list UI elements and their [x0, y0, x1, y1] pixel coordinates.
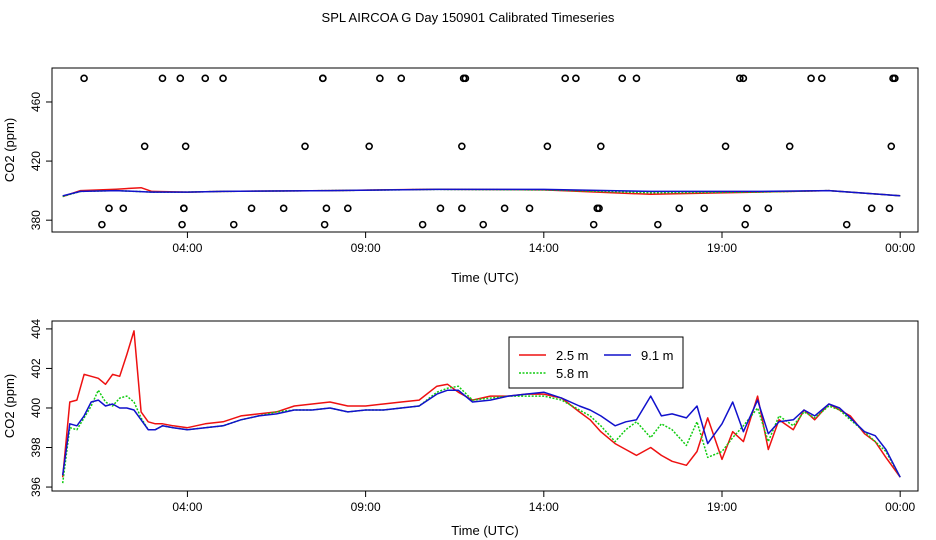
outlier-point — [595, 204, 603, 213]
outlier-point — [436, 204, 445, 213]
outlier-point — [105, 204, 113, 213]
outlier-point — [201, 74, 210, 83]
panel-top: 04:00 09:00 14:00 19:00 00:00 380 420 460 Time… — [2, 67, 919, 285]
outlier-point — [807, 74, 815, 83]
outlier-point — [376, 74, 384, 83]
top-x-axis: 04:00 09:00 14:00 19:00 00:00 — [172, 232, 916, 255]
y-tick-label: 398 — [29, 437, 43, 457]
legend-label-5-8m: 5.8 m — [556, 366, 589, 381]
outlier-point — [322, 204, 331, 213]
outlier-point — [785, 142, 794, 151]
legend-label-2-5m: 2.5 m — [556, 348, 589, 363]
x-tick-label: 04:00 — [172, 500, 202, 514]
x-tick-label: 14:00 — [529, 500, 559, 514]
outlier-point — [178, 220, 186, 229]
outlier-point — [764, 204, 773, 213]
legend-box — [508, 336, 684, 389]
outlier-point — [365, 142, 373, 151]
y-tick-label: 380 — [29, 210, 43, 230]
outlier-point — [320, 220, 329, 229]
top-y-axis: 380 420 460 — [29, 92, 52, 230]
outlier-point — [279, 204, 288, 213]
y-tick-label: 460 — [29, 92, 43, 112]
series-line-5-8-m — [61, 385, 901, 484]
outlier-point — [525, 204, 534, 213]
outlier-point — [589, 220, 598, 229]
series-line-9-1-m — [61, 389, 901, 478]
x-tick-label: 14:00 — [529, 241, 559, 255]
outlier-point — [479, 220, 488, 229]
x-tick-label: 19:00 — [707, 500, 737, 514]
plot-frame-bottom — [51, 320, 919, 492]
outlier-point — [842, 220, 851, 229]
x-tick-label: 19:00 — [707, 241, 737, 255]
plot-frame-top — [51, 67, 919, 233]
outlier-point — [458, 204, 466, 213]
outlier-point — [119, 204, 128, 213]
bottom-x-axis: 04:00 09:00 14:00 19:00 00:00 — [172, 491, 916, 514]
outlier-point — [458, 142, 466, 151]
outlier-point — [572, 74, 580, 83]
outlier-point — [140, 142, 149, 151]
outlier-point — [721, 142, 730, 151]
top-ylabel: CO2 (ppm) — [2, 118, 17, 182]
outlier-point — [743, 204, 751, 213]
outlier-point — [891, 74, 899, 83]
outlier-point — [632, 74, 641, 83]
top-xlabel: Time (UTC) — [451, 270, 518, 285]
y-tick-label: 402 — [29, 358, 43, 378]
outlier-point — [397, 74, 406, 83]
outlier-point — [301, 142, 309, 151]
y-tick-label: 396 — [29, 477, 43, 497]
x-tick-label: 00:00 — [885, 500, 915, 514]
chart-title: SPL AIRCOA G Day 150901 Calibrated Times… — [322, 10, 615, 25]
outlier-point — [700, 204, 708, 213]
outlier-point — [418, 220, 427, 229]
bottom-xlabel: Time (UTC) — [451, 523, 518, 538]
outlier-point — [219, 74, 227, 83]
outlier-point — [867, 204, 876, 213]
legend: 2.5 m 5.8 m 9.1 m — [508, 336, 684, 389]
outlier-point — [741, 220, 749, 229]
outlier-point — [180, 204, 188, 213]
x-tick-label: 00:00 — [885, 241, 915, 255]
outlier-point — [247, 204, 256, 213]
outlier-point — [543, 142, 552, 151]
x-tick-label: 04:00 — [172, 241, 202, 255]
outlier-point — [817, 74, 826, 83]
outlier-point — [885, 204, 894, 213]
x-tick-label: 09:00 — [351, 500, 381, 514]
outlier-point — [500, 204, 509, 213]
outlier-point — [675, 204, 684, 213]
outlier-point — [181, 142, 190, 151]
series-line-9-1-m — [62, 188, 901, 197]
bottom-y-axis: 396 398 400 402 404 — [29, 319, 52, 497]
y-tick-label: 420 — [29, 151, 43, 171]
outlier-point — [561, 74, 569, 83]
outlier-point — [343, 204, 352, 213]
outlier-point — [618, 74, 627, 83]
bottom-series-lines — [61, 330, 901, 484]
outlier-point — [461, 74, 470, 83]
y-tick-label: 400 — [29, 398, 43, 418]
panel-bottom: 04:00 09:00 14:00 19:00 00:00 396 398 400 402 40… — [2, 319, 919, 538]
outlier-point — [597, 142, 605, 151]
outlier-point — [229, 220, 238, 229]
bottom-ylabel: CO2 (ppm) — [2, 374, 17, 438]
outlier-point — [158, 74, 167, 83]
outlier-point — [319, 74, 327, 83]
outlier-point — [98, 220, 106, 229]
top-series-lines — [62, 186, 901, 198]
outlier-point — [736, 74, 744, 83]
outlier-point — [739, 74, 748, 83]
x-tick-label: 09:00 — [351, 241, 381, 255]
outlier-point — [176, 74, 185, 83]
outlier-circles — [80, 74, 899, 229]
outlier-point — [654, 220, 662, 229]
y-tick-label: 404 — [29, 319, 43, 339]
legend-label-9-1m: 9.1 m — [641, 348, 674, 363]
outlier-point — [80, 74, 88, 83]
outlier-point — [887, 142, 896, 151]
